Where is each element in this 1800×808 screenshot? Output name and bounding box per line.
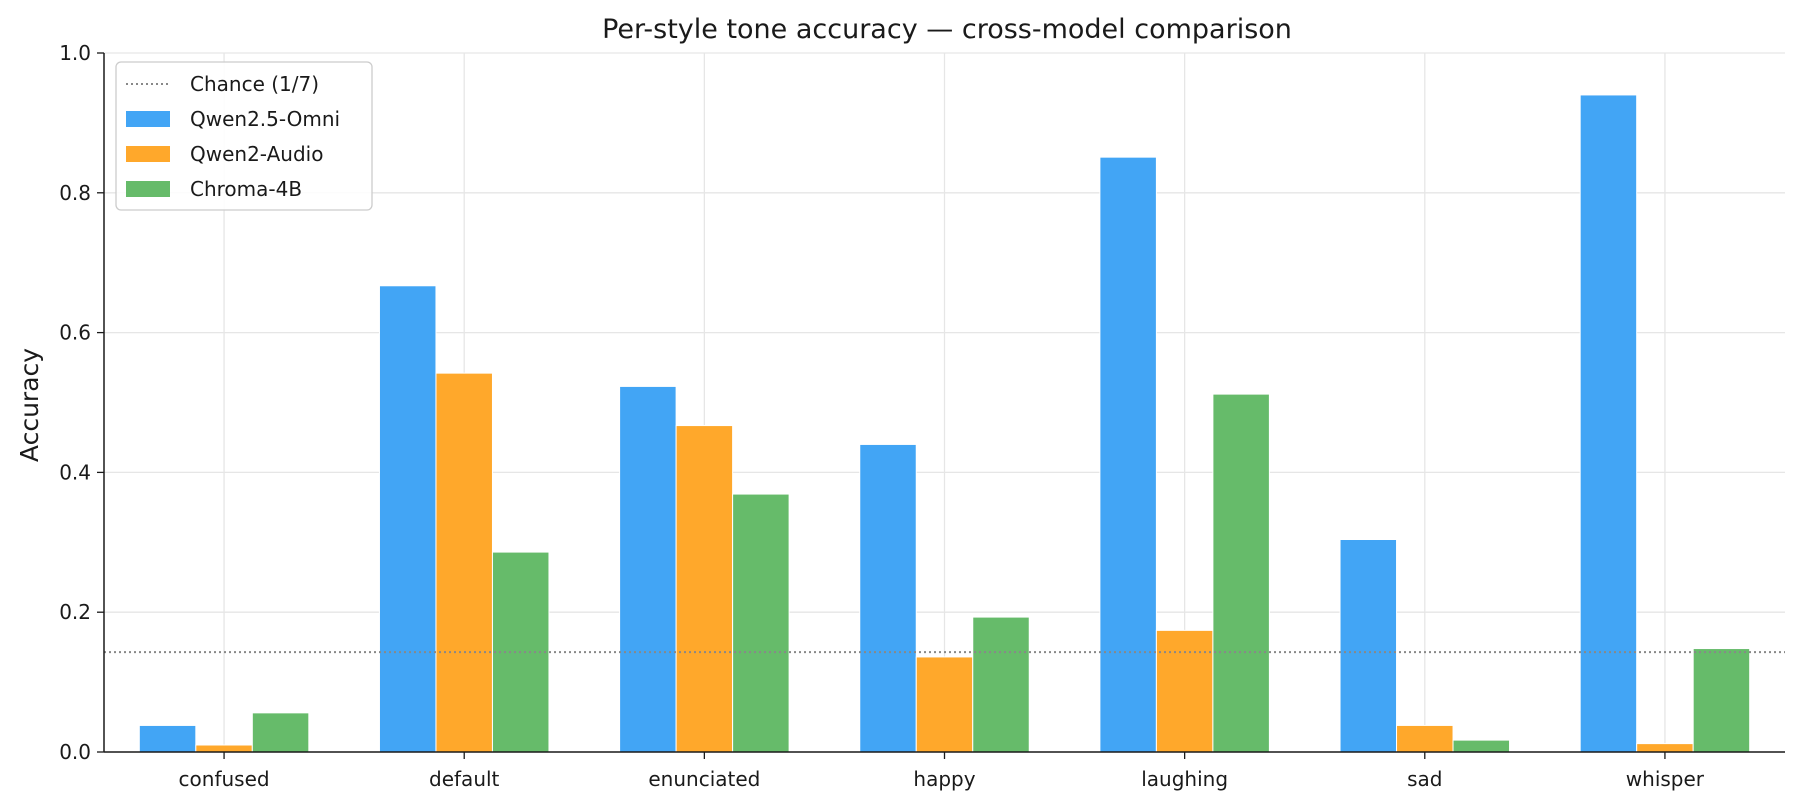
x-tick-label: whisper bbox=[1626, 767, 1705, 791]
legend-label-chance: Chance (1/7) bbox=[190, 72, 319, 96]
y-tick-label: 0.2 bbox=[59, 600, 91, 624]
bar-chroma-4b-enunciated bbox=[732, 493, 790, 753]
bar-qwen2-5-omni-confused bbox=[138, 724, 197, 753]
bar-chroma-4b-confused bbox=[251, 712, 310, 753]
x-tick-label: default bbox=[429, 767, 500, 791]
legend-swatch-qwen2-5-omni bbox=[126, 111, 170, 127]
x-tick-label: happy bbox=[913, 767, 975, 791]
bar-qwen2-audio-default bbox=[435, 372, 493, 753]
axes: 0.0 0.2 0.4 0.6 0.8 1.0 confused default enuncia… bbox=[59, 41, 1785, 791]
bar-qwen2-audio-happy bbox=[915, 656, 974, 753]
bars bbox=[138, 94, 1751, 753]
legend: Chance (1/7) Qwen2.5-Omni Qwen2-Audio Chrom… bbox=[115, 61, 373, 211]
legend-label-qwen2-5-omni: Qwen2.5-Omni bbox=[190, 107, 340, 131]
bar-qwen2-5-omni-default bbox=[378, 285, 437, 753]
legend-swatch-qwen2-audio bbox=[126, 146, 170, 162]
y-tick-label: 0.8 bbox=[59, 181, 91, 205]
bar-qwen2-5-omni-happy bbox=[859, 443, 917, 753]
legend-label-qwen2-audio: Qwen2-Audio bbox=[190, 142, 323, 166]
legend-box bbox=[115, 61, 373, 211]
bar-chroma-4b-laughing bbox=[1212, 393, 1270, 753]
bar-qwen2-audio-sad bbox=[1396, 724, 1454, 753]
x-tick-label: laughing bbox=[1141, 767, 1228, 791]
bar-qwen2-audio-laughing bbox=[1155, 629, 1214, 753]
bar-chroma-4b-happy bbox=[972, 616, 1030, 753]
legend-label-chroma-4b: Chroma-4B bbox=[190, 177, 302, 201]
y-tick-label: 0.4 bbox=[59, 460, 91, 484]
bar-qwen2-audio-confused bbox=[195, 744, 253, 753]
x-tick-label: confused bbox=[179, 767, 270, 791]
legend-swatch-chroma-4b bbox=[126, 181, 170, 197]
chart-title: Per-style tone accuracy — cross-model co… bbox=[602, 14, 1292, 45]
y-tick-label: 1.0 bbox=[59, 41, 91, 65]
bar-qwen2-5-omni-laughing bbox=[1099, 156, 1157, 753]
bar-qwen2-5-omni-sad bbox=[1339, 539, 1398, 753]
bar-chroma-4b-whisper bbox=[1692, 648, 1751, 753]
x-tick-label: enunciated bbox=[648, 767, 760, 791]
bar-chroma-4b-sad bbox=[1452, 739, 1511, 753]
y-axis-label: Accuracy bbox=[15, 348, 44, 462]
bar-qwen2-audio-enunciated bbox=[675, 425, 734, 753]
bar-qwen2-5-omni-enunciated bbox=[619, 385, 677, 753]
bar-qwen2-audio-whisper bbox=[1636, 743, 1694, 753]
y-tick-label: 0.0 bbox=[59, 740, 91, 764]
bar-qwen2-5-omni-whisper bbox=[1579, 94, 1638, 753]
x-tick-label: sad bbox=[1407, 767, 1442, 791]
y-tick-label: 0.6 bbox=[59, 321, 91, 345]
